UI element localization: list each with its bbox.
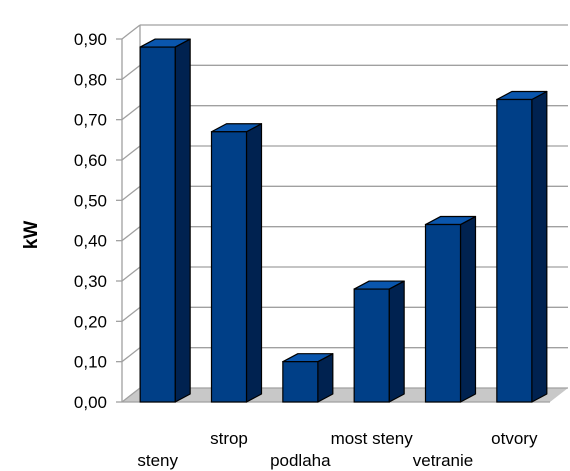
bar	[210, 123, 263, 403]
bar-front	[353, 288, 390, 403]
chart-bars	[139, 38, 548, 403]
y-tick-label: 0,70	[74, 111, 107, 130]
bar-front	[496, 98, 533, 403]
y-tick-label: 0,10	[74, 353, 107, 372]
x-category-label: most steny	[331, 429, 414, 448]
bar-side	[459, 215, 477, 403]
bar-side	[388, 280, 405, 403]
y-axis-title: kW	[21, 221, 42, 250]
bar	[139, 38, 191, 403]
gridline-depth	[121, 105, 141, 121]
x-category-label: podlaha	[270, 451, 331, 470]
y-tick-label: 0,20	[74, 312, 107, 331]
y-tick-label: 0,30	[74, 272, 107, 291]
x-category-label: vetranie	[413, 451, 473, 470]
bar	[282, 353, 334, 403]
y-tick-label: 0,90	[74, 30, 107, 49]
bar-side	[531, 90, 548, 403]
gridline-depth	[121, 387, 141, 403]
gridline-depth	[121, 185, 141, 201]
bar-front	[282, 361, 319, 403]
y-tick-label: 0,50	[74, 191, 107, 210]
bar	[496, 90, 548, 403]
gridline-depth	[121, 64, 141, 80]
y-tick-label: 0,40	[74, 232, 107, 251]
y-tick-label: 0,60	[74, 151, 107, 170]
bar-front	[210, 131, 248, 403]
bar-front	[139, 46, 176, 403]
y-tick-label: 0,80	[74, 70, 107, 89]
gridline-depth	[121, 266, 141, 282]
y-tick-label: 0,00	[74, 393, 107, 412]
gridline-depth	[121, 24, 141, 40]
bar	[424, 215, 477, 403]
x-category-label: strop	[210, 429, 248, 448]
gridline-depth	[121, 145, 141, 161]
bar-side	[245, 123, 263, 403]
y-axis-tick-labels: 0,00 0,10 0,20 0,30 0,40 0,50 0,60 0,70 0,80 0,90	[74, 30, 107, 412]
gridline-depth	[121, 347, 141, 363]
x-category-label: otvory	[491, 429, 538, 448]
gridline-depth	[121, 306, 141, 322]
x-category-label: steny	[137, 451, 178, 470]
gridline-depth	[121, 226, 141, 242]
bar-side	[174, 38, 191, 403]
bar-front	[424, 223, 462, 403]
bar	[353, 280, 405, 403]
